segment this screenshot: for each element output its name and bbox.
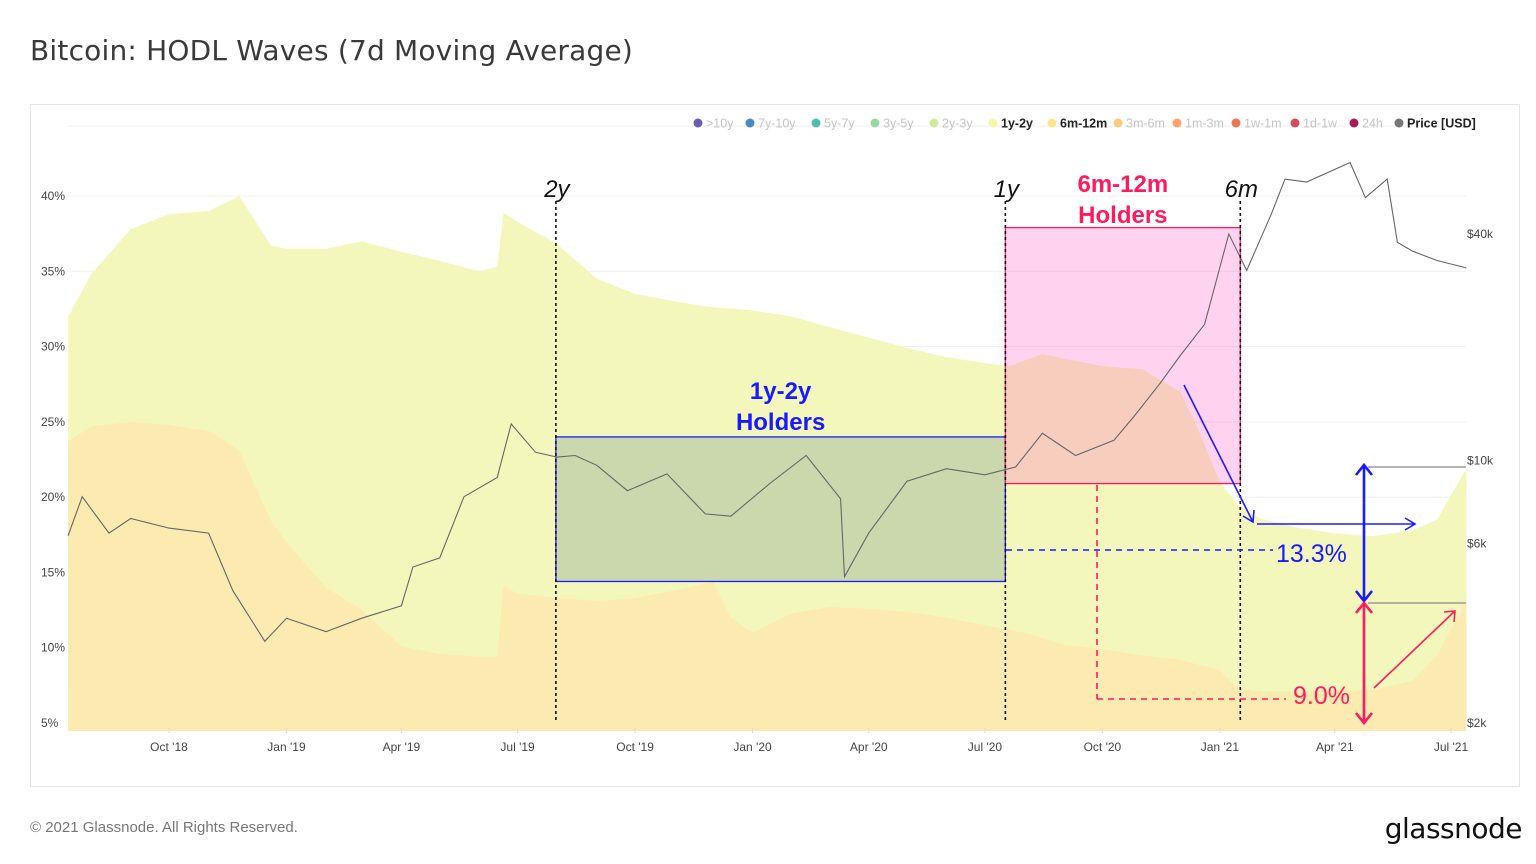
x-tick-label: Jul '19 [500, 740, 535, 754]
area-series [68, 196, 1467, 731]
vline-label: 1y [994, 176, 1021, 203]
x-tick-label: Jan '19 [267, 740, 306, 754]
legend-item-1y-2y[interactable]: 1y-2y [988, 117, 1034, 131]
x-tick-label: Jul '21 [1434, 740, 1469, 754]
copyright: © 2021 Glassnode. All Rights Reserved. [30, 819, 298, 836]
y-tick-label: 35% [41, 264, 65, 278]
blue-horizontal-arrow [1257, 517, 1417, 531]
legend-label: 1d-1w [1303, 117, 1338, 131]
y-tick-label: 40% [41, 189, 65, 203]
legend-dot-icon [1394, 118, 1404, 128]
legend-dot-icon [1231, 118, 1241, 128]
area-6m-12m [68, 421, 1467, 731]
chart-title: Bitcoin: HODL Waves (7d Moving Average) [30, 34, 634, 67]
legend-label: 3m-6m [1126, 117, 1165, 131]
box-label: 6m-12m [1077, 171, 1168, 198]
legend-dot-icon [811, 118, 821, 128]
area-1y-2y [68, 196, 1467, 731]
legend-item-6m-12m[interactable]: 6m-12m [1047, 117, 1108, 131]
axes: 5% 10% 15% 20% 25% 30% 35% 40% $2k $6k $10k $40k Oct… [41, 189, 1494, 754]
legend-label: Price [USD] [1407, 117, 1476, 131]
x-tick-label: Jan '20 [733, 740, 772, 754]
box-label: Holders [1078, 202, 1167, 229]
legend-label: 7y-10y [758, 117, 796, 131]
legend-dot-icon [1172, 118, 1182, 128]
legend-label: 1y-2y [1001, 117, 1033, 131]
box-label: 1y-2y [750, 378, 812, 405]
legend-dot-icon [745, 118, 755, 128]
legend-item-1m-3m[interactable]: 1m-3m [1172, 117, 1224, 131]
x-tick-label: Oct '20 [1084, 740, 1122, 754]
value-label-9-0: 9.0% [1293, 682, 1350, 710]
value-label-13-3: 13.3% [1276, 540, 1347, 568]
price-line [67, 161, 1467, 643]
legend-dot-icon [870, 118, 880, 128]
y-tick-label: 15% [41, 565, 65, 579]
legend-dot-icon [929, 118, 939, 128]
y-tick-label: 5% [41, 716, 59, 730]
vline-label: 2y [543, 176, 571, 203]
red-diagonal-arrow [1373, 610, 1456, 689]
y2-tick-label: $10k [1467, 453, 1494, 467]
price-series [67, 161, 1467, 643]
x-tick-label: Jan '21 [1201, 740, 1240, 754]
annotation-box [1004, 226, 1241, 485]
x-tick-label: Jul '20 [968, 740, 1003, 754]
y-tick-label: 25% [41, 415, 65, 429]
glassnode-logo[interactable]: glassnode [1384, 812, 1523, 845]
x-tick-label: Apr '19 [383, 740, 421, 754]
y-tick-label: 10% [41, 641, 65, 655]
x-tick-label: Apr '21 [1316, 740, 1354, 754]
legend-item-3y-5y[interactable]: 3y-5y [870, 117, 915, 131]
annotation-box [555, 436, 1007, 583]
y-tick-label: 30% [41, 340, 65, 354]
legend-label: 1m-3m [1185, 117, 1224, 131]
legend-item->10y[interactable]: >10y [693, 117, 735, 131]
legend-label: 24h [1362, 117, 1383, 131]
y2-tick-label: $2k [1467, 716, 1487, 730]
legend-label: >10y [706, 117, 734, 131]
blue-diagonal-arrow [1183, 384, 1255, 524]
y2-tick-label: $40k [1467, 227, 1494, 241]
legend-item-Price [USD][interactable]: Price [USD] [1394, 117, 1476, 131]
x-tick-label: Apr '20 [850, 740, 888, 754]
y-tick-label: 20% [41, 490, 65, 504]
legend-dot-icon [693, 118, 703, 128]
legend-dot-icon [1349, 118, 1359, 128]
legend-dot-icon [1047, 118, 1057, 128]
legend-dot-icon [988, 118, 998, 128]
x-tick-label: Oct '18 [150, 740, 188, 754]
legend-item-24h[interactable]: 24h [1349, 117, 1383, 131]
box-label: Holders [736, 409, 825, 436]
annotation-boxes: 1y-2y Holders 6m-12m Holders [555, 171, 1241, 583]
y2-tick-label: $6k [1467, 537, 1487, 551]
legend-item-7y-10y[interactable]: 7y-10y [745, 117, 797, 131]
x-tick-label: Oct '19 [616, 740, 654, 754]
red-vertical-arrow [1354, 600, 1374, 726]
legend-dot-icon [1113, 118, 1123, 128]
legend-label: 5y-7y [824, 117, 855, 131]
legend-label: 6m-12m [1060, 117, 1107, 131]
legend-label: 3y-5y [883, 117, 914, 131]
legend-label: 1w-1m [1244, 117, 1282, 131]
legend-item-5y-7y[interactable]: 5y-7y [811, 117, 856, 131]
legend: >10y 7y-10y 5y-7y 3y-5y 2y-3y 1y-2y 6m-12m 3m-6… [693, 117, 1476, 131]
legend-item-1w-1m[interactable]: 1w-1m [1231, 117, 1282, 131]
vline-label: 6m [1225, 176, 1258, 203]
annotation-arrows [1006, 384, 1466, 726]
legend-item-3m-6m[interactable]: 3m-6m [1113, 117, 1165, 131]
legend-item-1d-1w[interactable]: 1d-1w [1290, 117, 1339, 131]
legend-label: 2y-3y [942, 117, 973, 131]
annotation-vlines: 2y 1y 6m [543, 176, 1258, 723]
legend-item-2y-3y[interactable]: 2y-3y [929, 117, 974, 131]
legend-dot-icon [1290, 118, 1300, 128]
